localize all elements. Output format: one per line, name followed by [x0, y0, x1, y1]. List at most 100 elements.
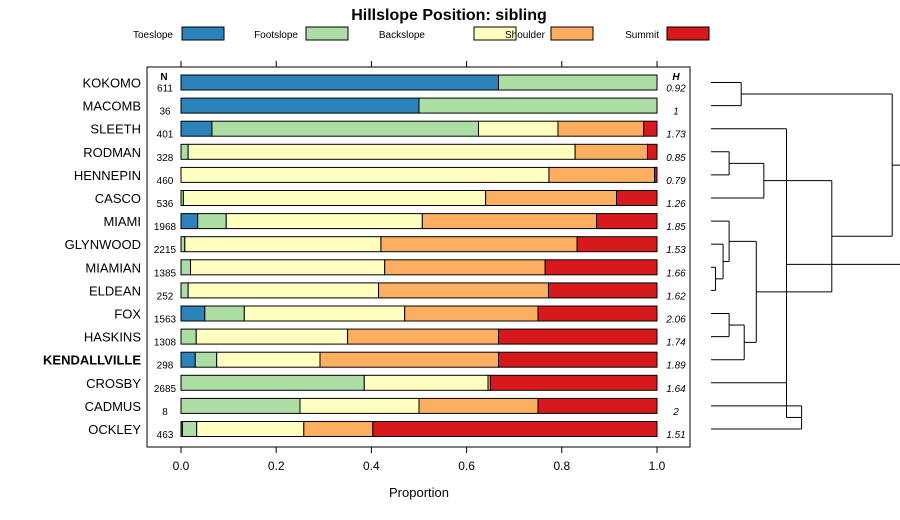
- bar-row: HENNEPIN 460 0.79: [74, 166, 686, 187]
- row-label: GLYNWOOD: [65, 237, 141, 252]
- x-tick-label: 0.8: [553, 459, 570, 473]
- row-label: MIAMIAN: [85, 260, 141, 275]
- bar-row: ELDEAN 252 1.62: [89, 282, 686, 302]
- n-value: 36: [159, 107, 171, 118]
- bar-segment-backslope: [187, 282, 380, 299]
- bar-segment-shoulder: [319, 351, 499, 368]
- row-label: SLEETH: [90, 122, 141, 137]
- legend-swatch-shoulder: [550, 26, 594, 41]
- legend-swatch-toeslope: [181, 26, 225, 41]
- bar-segment-footslope: [180, 328, 197, 345]
- legend-swatch-summit: [666, 26, 710, 41]
- bar-segment-summit: [537, 397, 658, 414]
- legend-label-footslope: Footslope: [254, 30, 298, 41]
- bar-row: OCKLEY 463 1.51: [88, 421, 686, 441]
- bar-segment-summit: [654, 166, 658, 183]
- h-column-header: H: [672, 72, 680, 83]
- bar-segment-summit: [643, 120, 658, 137]
- bar-segment-backslope: [196, 421, 305, 437]
- bar-segment-shoulder: [380, 236, 578, 253]
- bar-segment-shoulder: [557, 120, 645, 137]
- bar-segment-footslope: [181, 421, 198, 437]
- row-label: MIAMI: [103, 214, 141, 229]
- n-value: 460: [157, 176, 174, 187]
- x-tick-label: 0.6: [458, 459, 475, 473]
- bar-segment-footslope: [180, 236, 186, 253]
- bar-segment-shoulder: [404, 305, 539, 322]
- bar-segment-summit: [489, 374, 658, 391]
- h-value: 1.74: [666, 338, 686, 349]
- legend-label-toeslope: Toeslope: [133, 30, 173, 41]
- bar-segment-backslope: [478, 120, 559, 137]
- bar-row: CADMUS 8 2: [85, 397, 679, 418]
- bar-row: KENDALLVILLE 298 1.89: [43, 351, 686, 372]
- bar-segment-backslope: [190, 259, 386, 276]
- n-value: 252: [157, 291, 174, 302]
- bar-segment-toeslope: [180, 351, 196, 368]
- bar-segment-backslope: [225, 213, 423, 230]
- bar-segment-footslope: [194, 351, 218, 368]
- row-label: MACOMB: [83, 99, 142, 114]
- n-value: 536: [157, 199, 174, 210]
- row-label: ELDEAN: [89, 283, 141, 298]
- n-value: 8: [162, 407, 168, 418]
- bar-segment-shoulder: [485, 190, 618, 206]
- legend-swatch-footslope: [305, 26, 349, 41]
- h-value: 1.85: [666, 222, 686, 233]
- x-axis: 0.0 0.2 0.4 0.6 0.8 1.0: [173, 61, 666, 473]
- bar-row: SLEETH 401 1.73: [90, 120, 686, 141]
- h-value: 2.06: [665, 315, 686, 326]
- bar-row: MIAMI 1968 1.85: [103, 213, 686, 233]
- bar-row: CASCO 536 1.26: [95, 190, 686, 210]
- bar-segment-footslope: [180, 143, 189, 160]
- bar-segment-shoulder: [548, 166, 656, 183]
- row-label: KOKOMO: [82, 76, 141, 91]
- legend: Toeslope Footslope Backslope Shoulder Summit: [133, 26, 710, 41]
- bar-segment-shoulder: [303, 421, 374, 437]
- x-axis-label: Proportion: [389, 485, 449, 500]
- x-tick-label: 0.2: [268, 459, 285, 473]
- n-value: 328: [157, 153, 174, 164]
- bar-segment-footslope: [197, 213, 227, 230]
- x-tick-label: 1.0: [649, 459, 666, 473]
- bar-segment-footslope: [418, 97, 658, 114]
- bar-row: FOX 1563 2.06: [114, 305, 686, 326]
- bar-segment-toeslope: [180, 97, 420, 114]
- dendrogram: [711, 82, 900, 430]
- bar-segment-toeslope: [180, 74, 499, 91]
- bar-segment-footslope: [180, 259, 192, 276]
- bar-segment-summit: [497, 351, 658, 368]
- chart-title: Hillslope Position: sibling: [351, 7, 547, 24]
- bar-segment-summit: [497, 328, 658, 345]
- h-value: 0.79: [666, 176, 686, 187]
- n-value: 1968: [154, 222, 177, 233]
- row-label: CADMUS: [85, 399, 142, 414]
- h-value: 1: [673, 107, 679, 118]
- bar-row: MACOMB 36 1: [83, 97, 679, 118]
- bar-segment-backslope: [187, 143, 576, 160]
- n-value: 1308: [154, 338, 177, 349]
- n-value: 611: [157, 84, 173, 95]
- bar-segment-backslope: [184, 236, 382, 253]
- bar-segment-shoulder: [347, 328, 499, 345]
- bar-segment-shoulder: [421, 213, 598, 230]
- row-label: HENNEPIN: [74, 168, 141, 183]
- x-tick-label: 0.4: [363, 459, 380, 473]
- bar-segment-backslope: [363, 374, 489, 391]
- n-value: 298: [157, 361, 174, 372]
- row-label: KENDALLVILLE: [43, 353, 141, 368]
- bar-segment-summit: [596, 213, 658, 230]
- h-value: 1.89: [666, 361, 686, 372]
- bar-segment-backslope: [243, 305, 406, 322]
- legend-label-backslope: Backslope: [379, 30, 426, 41]
- bar-row: HASKINS 1308 1.74: [84, 328, 686, 349]
- row-label: RODMAN: [83, 145, 141, 160]
- h-value: 1.66: [666, 268, 686, 279]
- legend-label-summit: Summit: [625, 30, 659, 41]
- h-value: 1.53: [666, 245, 686, 256]
- bar-segment-backslope: [299, 397, 420, 414]
- bar-segment-footslope: [497, 74, 658, 91]
- bar-rows: KOKOMO 611 0.92 MACOMB 36 1 SLEETH 401 1.73 RODMA…: [43, 74, 686, 441]
- bar-segment-toeslope: [180, 120, 213, 137]
- bar-segment-backslope: [182, 190, 487, 206]
